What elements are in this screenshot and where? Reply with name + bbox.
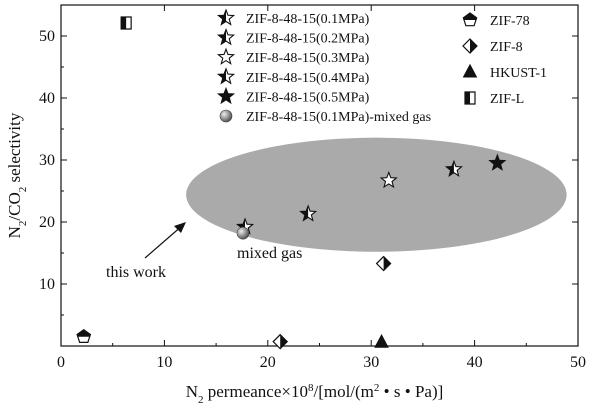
x-tick-label: 30 (363, 354, 379, 371)
y-axis-label: N2/CO2 selectivity (5, 112, 29, 238)
data-point-9-0-fill (121, 16, 127, 29)
data-point-3-0-fill (446, 161, 454, 176)
legend-label-9: ZIF-L (490, 92, 524, 107)
data-points (76, 16, 507, 350)
data-point-2-0 (379, 170, 398, 189)
legend-marker-0-fill (218, 10, 226, 25)
this-work-arrowhead (174, 222, 186, 233)
legend-label-6: ZIF-78 (490, 14, 530, 29)
annotation-this-work: this work (106, 264, 166, 281)
data-point-7-1-fill (383, 256, 391, 271)
axis-ticks (60, 5, 579, 346)
legend-label-8: HKUST-1 (490, 66, 547, 81)
data-point-7-0-fill (280, 334, 288, 349)
legend-marker-9-fill (465, 92, 470, 104)
y-tick-label: 20 (39, 214, 55, 231)
legend-label-4: ZIF-8-48-15(0.5MPa) (246, 90, 370, 105)
legend-label-1: ZIF-8-48-15(0.2MPa) (246, 32, 370, 47)
x-tick-label: 0 (57, 354, 65, 371)
legend-marker-4 (216, 86, 236, 105)
x-tick-label: 50 (570, 354, 586, 371)
legend-marker-3-fill (218, 68, 226, 84)
this-work-arrow (144, 224, 184, 259)
x-axis-label: N2 permeance×108/[mol/(m2 • s • Pa)] (186, 382, 444, 406)
legend-label-5: ZIF-8-48-15(0.1MPa)-mixed gas (246, 110, 431, 125)
axis-tick-labels: 0 10 20 30 40 50 10 20 30 40 50 (39, 28, 586, 371)
y-tick-label: 50 (39, 28, 55, 45)
data-point-6-0-fill (77, 329, 91, 337)
x-tick-label: 20 (260, 354, 276, 371)
legend-marker-7-fill (470, 39, 477, 53)
legend-label-3: ZIF-8-48-15(0.4MPa) (246, 71, 370, 86)
legend-marker-1-fill (218, 29, 226, 45)
annotation-mixed-gas: mixed gas (237, 245, 302, 262)
legend-marker-5 (219, 109, 233, 123)
x-tick-label: 10 (156, 354, 172, 371)
legend-marker-6-fill (463, 13, 477, 20)
legend-marker-8 (462, 63, 478, 78)
y-tick-label: 30 (39, 152, 55, 169)
this-work-region (186, 137, 567, 252)
data-point-4-0 (488, 153, 507, 171)
legend-marker-2 (216, 47, 236, 65)
legend-label-0: ZIF-8-48-15(0.1MPa) (246, 12, 370, 27)
legend-label-7: ZIF-8 (490, 40, 523, 55)
data-point-5-0 (236, 226, 250, 240)
y-tick-label: 40 (39, 90, 55, 107)
data-point-1-0-fill (300, 205, 309, 221)
legend-label-2: ZIF-8-48-15(0.3MPa) (246, 51, 370, 66)
y-tick-label: 10 (39, 276, 55, 293)
legend: ZIF-8-48-15(0.1MPa) ZIF-8-48-15(0.2MPa) ZI… (216, 8, 547, 125)
data-point-8-0 (374, 333, 389, 348)
x-tick-label: 40 (467, 354, 483, 371)
